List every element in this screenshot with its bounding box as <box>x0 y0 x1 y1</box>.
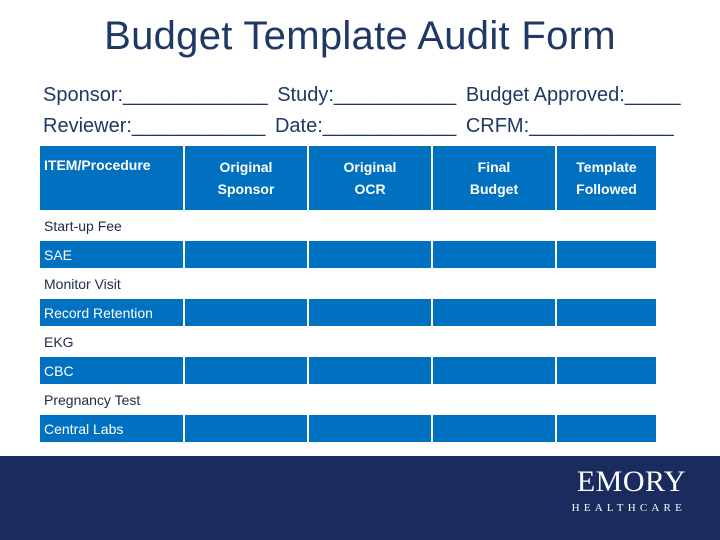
row-label-sae: SAE <box>38 239 185 270</box>
table-row: SAE <box>38 239 658 270</box>
fields-line-1: Sponsor:_____________ Study:___________ … <box>43 80 683 111</box>
cell-original-ocr[interactable] <box>307 297 433 328</box>
logo-subtitle: HEALTHCARE <box>571 502 686 514</box>
header-original-ocr-line2: OCR <box>354 181 386 197</box>
table-row: CBC <box>38 355 658 386</box>
cell-template-followed[interactable] <box>555 268 658 299</box>
header-original-sponsor-line1: Original <box>219 159 273 175</box>
cell-original-ocr[interactable] <box>307 413 433 444</box>
table-row: Central Labs <box>38 413 658 444</box>
cell-final-budget[interactable] <box>431 326 557 357</box>
cell-original-ocr[interactable] <box>307 384 433 415</box>
row-label-start-up-fee: Start-up Fee <box>38 210 185 241</box>
table-row: Monitor Visit <box>38 268 658 299</box>
logo-wordmark: EMORY <box>576 465 686 498</box>
cell-original-ocr[interactable] <box>307 268 433 299</box>
table-row: Record Retention <box>38 297 658 328</box>
cell-original-sponsor[interactable] <box>183 413 309 444</box>
cell-final-budget[interactable] <box>431 355 557 386</box>
row-label-monitor-visit: Monitor Visit <box>38 268 185 299</box>
header-item-procedure-text: ITEM/Procedure <box>44 157 151 173</box>
row-label-record-retention: Record Retention <box>38 297 185 328</box>
row-label-ekg: EKG <box>38 326 185 357</box>
page-title: Budget Template Audit Form <box>104 14 616 58</box>
header-original-sponsor: Original Sponsor <box>183 144 309 212</box>
date-field[interactable]: Date:____________ <box>274 115 457 137</box>
cell-template-followed[interactable] <box>555 210 658 241</box>
cell-original-sponsor[interactable] <box>183 210 309 241</box>
cell-template-followed[interactable] <box>555 297 658 328</box>
cell-final-budget[interactable] <box>431 413 557 444</box>
header-original-ocr: Original OCR <box>307 144 433 212</box>
cell-final-budget[interactable] <box>431 297 557 328</box>
cell-original-ocr[interactable] <box>307 355 433 386</box>
cell-original-ocr[interactable] <box>307 210 433 241</box>
sponsor-field[interactable]: Sponsor:_____________ <box>43 84 268 106</box>
cell-final-budget[interactable] <box>431 384 557 415</box>
cell-final-budget[interactable] <box>431 268 557 299</box>
audit-table: ITEM/Procedure Original Sponsor Original O… <box>38 144 658 444</box>
crfm-field[interactable]: CRFM:_____________ <box>465 115 674 137</box>
header-original-ocr-line1: Original <box>343 159 397 175</box>
header-final-budget-line1: Final <box>477 159 511 175</box>
row-label-central-labs: Central Labs <box>38 413 185 444</box>
header-item-procedure: ITEM/Procedure <box>38 144 185 212</box>
cell-template-followed[interactable] <box>555 355 658 386</box>
row-label-cbc: CBC <box>38 355 185 386</box>
cell-original-sponsor[interactable] <box>183 326 309 357</box>
header-template-followed: Template Followed <box>555 144 658 212</box>
study-field[interactable]: Study:___________ <box>277 84 457 106</box>
table-header-row: ITEM/Procedure Original Sponsor Original O… <box>38 144 658 212</box>
table-row: EKG <box>38 326 658 357</box>
header-template-followed-line1: Template <box>576 159 637 175</box>
reviewer-field[interactable]: Reviewer:____________ <box>43 115 266 137</box>
cell-original-sponsor[interactable] <box>183 268 309 299</box>
header-final-budget-line2: Budget <box>469 181 519 197</box>
cell-original-sponsor[interactable] <box>183 239 309 270</box>
cell-original-sponsor[interactable] <box>183 355 309 386</box>
header-original-sponsor-line2: Sponsor <box>217 181 275 197</box>
cell-original-ocr[interactable] <box>307 239 433 270</box>
cell-original-sponsor[interactable] <box>183 297 309 328</box>
emory-healthcare-logo: EMORY HEALTHCARE <box>572 466 686 516</box>
fields-line-2: Reviewer:____________ Date:____________ … <box>43 111 683 142</box>
form-fields: Sponsor:_____________ Study:___________ … <box>43 80 683 142</box>
header-template-followed-line2: Followed <box>576 181 637 197</box>
table-row: Pregnancy Test <box>38 384 658 415</box>
header-final-budget: Final Budget <box>431 144 557 212</box>
cell-original-ocr[interactable] <box>307 326 433 357</box>
cell-template-followed[interactable] <box>555 326 658 357</box>
cell-original-sponsor[interactable] <box>183 384 309 415</box>
table-row: Start-up Fee <box>38 210 658 241</box>
cell-template-followed[interactable] <box>555 239 658 270</box>
cell-final-budget[interactable] <box>431 239 557 270</box>
cell-template-followed[interactable] <box>555 413 658 444</box>
footer-band: EMORY HEALTHCARE <box>0 456 720 540</box>
row-label-pregnancy-test: Pregnancy Test <box>38 384 185 415</box>
cell-final-budget[interactable] <box>431 210 557 241</box>
budget-approved-field[interactable]: Budget Approved:_____ <box>465 84 681 106</box>
cell-template-followed[interactable] <box>555 384 658 415</box>
